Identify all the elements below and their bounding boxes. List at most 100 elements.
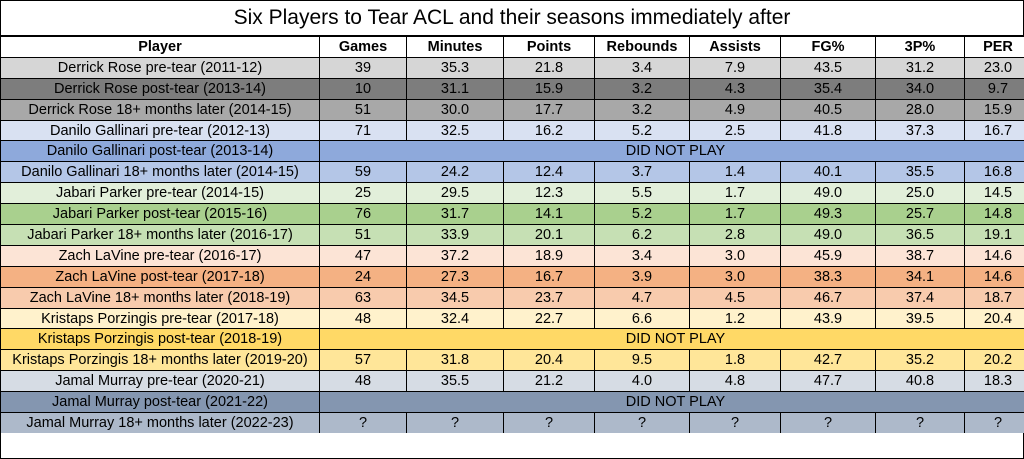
- stat-cell: 15.9: [964, 98, 1024, 121]
- stat-cell: ?: [964, 412, 1024, 433]
- stat-cell: 39: [319, 56, 407, 79]
- stat-cell: 25.0: [875, 182, 965, 205]
- stat-cell: 40.1: [780, 161, 876, 184]
- stat-cell: 31.7: [406, 203, 504, 226]
- stat-cell: 14.1: [503, 203, 595, 226]
- stat-cell: 10: [319, 77, 407, 100]
- stat-cell: 27.3: [406, 265, 504, 288]
- table-row: Jabari Parker pre-tear (2014-15) 25 29.5 12…: [1, 182, 1024, 205]
- player-season-cell: Jamal Murray post-tear (2021-22): [1, 391, 320, 414]
- stat-cell: 39.5: [875, 307, 965, 330]
- stat-cell: 76: [319, 203, 407, 226]
- stat-cell: 37.4: [875, 286, 965, 309]
- player-season-cell: Danilo Gallinari post-tear (2013-14): [1, 140, 320, 163]
- stat-cell: 30.0: [406, 98, 504, 121]
- stat-cell: 31.1: [406, 77, 504, 100]
- player-season-cell: Danilo Gallinari 18+ months later (2014-…: [1, 161, 320, 184]
- stat-cell: 38.7: [875, 244, 965, 267]
- stat-cell: ?: [406, 412, 504, 433]
- table-row: Danilo Gallinari post-tear (2013-14) DID …: [1, 140, 1024, 163]
- player-season-cell: Jamal Murray 18+ months later (2022-23): [1, 412, 320, 433]
- stat-cell: 22.7: [503, 307, 595, 330]
- stat-cell: 4.0: [594, 370, 690, 393]
- stat-cell: 28.0: [875, 98, 965, 121]
- column-header: Minutes: [406, 36, 504, 58]
- stat-cell: 29.5: [406, 182, 504, 205]
- stat-cell: 3.9: [594, 265, 690, 288]
- stat-cell: 19.1: [964, 224, 1024, 246]
- stat-cell: 34.5: [406, 286, 504, 309]
- stat-cell: 33.9: [406, 224, 504, 246]
- table-row: Derrick Rose post-tear (2013-14) 10 31.1 15…: [1, 77, 1024, 100]
- stat-cell: 31.2: [875, 56, 965, 79]
- did-not-play-cell: DID NOT PLAY: [319, 391, 1024, 414]
- stat-cell: 4.3: [689, 77, 781, 100]
- stat-cell: ?: [875, 412, 965, 433]
- column-header: Rebounds: [594, 36, 690, 58]
- stat-cell: 47: [319, 244, 407, 267]
- stat-cell: 24: [319, 265, 407, 288]
- stat-cell: 71: [319, 119, 407, 142]
- stat-cell: 59: [319, 161, 407, 184]
- table-row: Danilo Gallinari 18+ months later (2014-…: [1, 161, 1024, 184]
- table-row: Jamal Murray 18+ months later (2022-23)?…: [1, 412, 1024, 433]
- stat-cell: 20.4: [964, 307, 1024, 330]
- stat-cell: 16.7: [503, 265, 595, 288]
- stat-cell: 14.6: [964, 244, 1024, 267]
- stat-cell: 20.4: [503, 349, 595, 372]
- stat-cell: 5.2: [594, 203, 690, 226]
- stat-cell: 9.5: [594, 349, 690, 372]
- player-season-cell: Kristaps Porzingis 18+ months later (201…: [1, 349, 320, 372]
- stat-cell: 35.5: [875, 161, 965, 184]
- stat-cell: 20.1: [503, 224, 595, 246]
- stat-cell: 4.5: [689, 286, 781, 309]
- table-row: Jabari Parker 18+ months later (2016-17)…: [1, 224, 1024, 246]
- stat-cell: 35.4: [780, 77, 876, 100]
- stat-cell: 5.2: [594, 119, 690, 142]
- stat-cell: 51: [319, 98, 407, 121]
- did-not-play-cell: DID NOT PLAY: [319, 140, 1024, 163]
- stat-cell: 41.8: [780, 119, 876, 142]
- stat-cell: 35.3: [406, 56, 504, 79]
- did-not-play-cell: DID NOT PLAY: [319, 328, 1024, 351]
- stat-cell: 3.4: [594, 56, 690, 79]
- stat-cell: 36.5: [875, 224, 965, 246]
- player-season-cell: Kristaps Porzingis post-tear (2018-19): [1, 328, 320, 351]
- table-row: Kristaps Porzingis 18+ months later (201…: [1, 349, 1024, 372]
- table-row: Jamal Murray pre-tear (2020-21) 48 35.5 21.…: [1, 370, 1024, 393]
- table-row: Derrick Rose 18+ months later (2014-15) 5…: [1, 98, 1024, 121]
- column-header: Points: [503, 36, 595, 58]
- stat-cell: 14.5: [964, 182, 1024, 205]
- table-body: Derrick Rose pre-tear (2011-12) 39 35.3 21.…: [1, 56, 1024, 433]
- stat-cell: 16.7: [964, 119, 1024, 142]
- stat-cell: 57: [319, 349, 407, 372]
- header-row: Player Games Minutes Points Rebounds Assists F…: [1, 36, 1024, 58]
- stat-cell: 15.9: [503, 77, 595, 100]
- player-season-cell: Jabari Parker 18+ months later (2016-17): [1, 224, 320, 246]
- stat-cell: ?: [503, 412, 595, 433]
- stat-cell: 31.8: [406, 349, 504, 372]
- stat-cell: 35.2: [875, 349, 965, 372]
- stat-cell: 23.0: [964, 56, 1024, 79]
- stat-cell: 23.7: [503, 286, 595, 309]
- stat-cell: 48: [319, 307, 407, 330]
- player-season-cell: Derrick Rose pre-tear (2011-12): [1, 56, 320, 79]
- stats-table: Player Games Minutes Points Rebounds Assists F…: [1, 36, 1024, 433]
- stat-cell: 34.0: [875, 77, 965, 100]
- stat-cell: 49.3: [780, 203, 876, 226]
- stat-cell: 42.7: [780, 349, 876, 372]
- stat-cell: 37.2: [406, 244, 504, 267]
- stat-cell: 38.3: [780, 265, 876, 288]
- table-row: Zach LaVine post-tear (2017-18) 24 27.3 16.…: [1, 265, 1024, 288]
- stat-cell: 18.9: [503, 244, 595, 267]
- stat-cell: 24.2: [406, 161, 504, 184]
- stat-cell: 14.6: [964, 265, 1024, 288]
- stat-cell: 16.8: [964, 161, 1024, 184]
- stat-cell: 32.4: [406, 307, 504, 330]
- table-row: Kristaps Porzingis post-tear (2018-19) DI…: [1, 328, 1024, 351]
- table-row: Derrick Rose pre-tear (2011-12) 39 35.3 21.…: [1, 56, 1024, 79]
- player-season-cell: Jabari Parker pre-tear (2014-15): [1, 182, 320, 205]
- stat-cell: 35.5: [406, 370, 504, 393]
- stat-cell: 12.4: [503, 161, 595, 184]
